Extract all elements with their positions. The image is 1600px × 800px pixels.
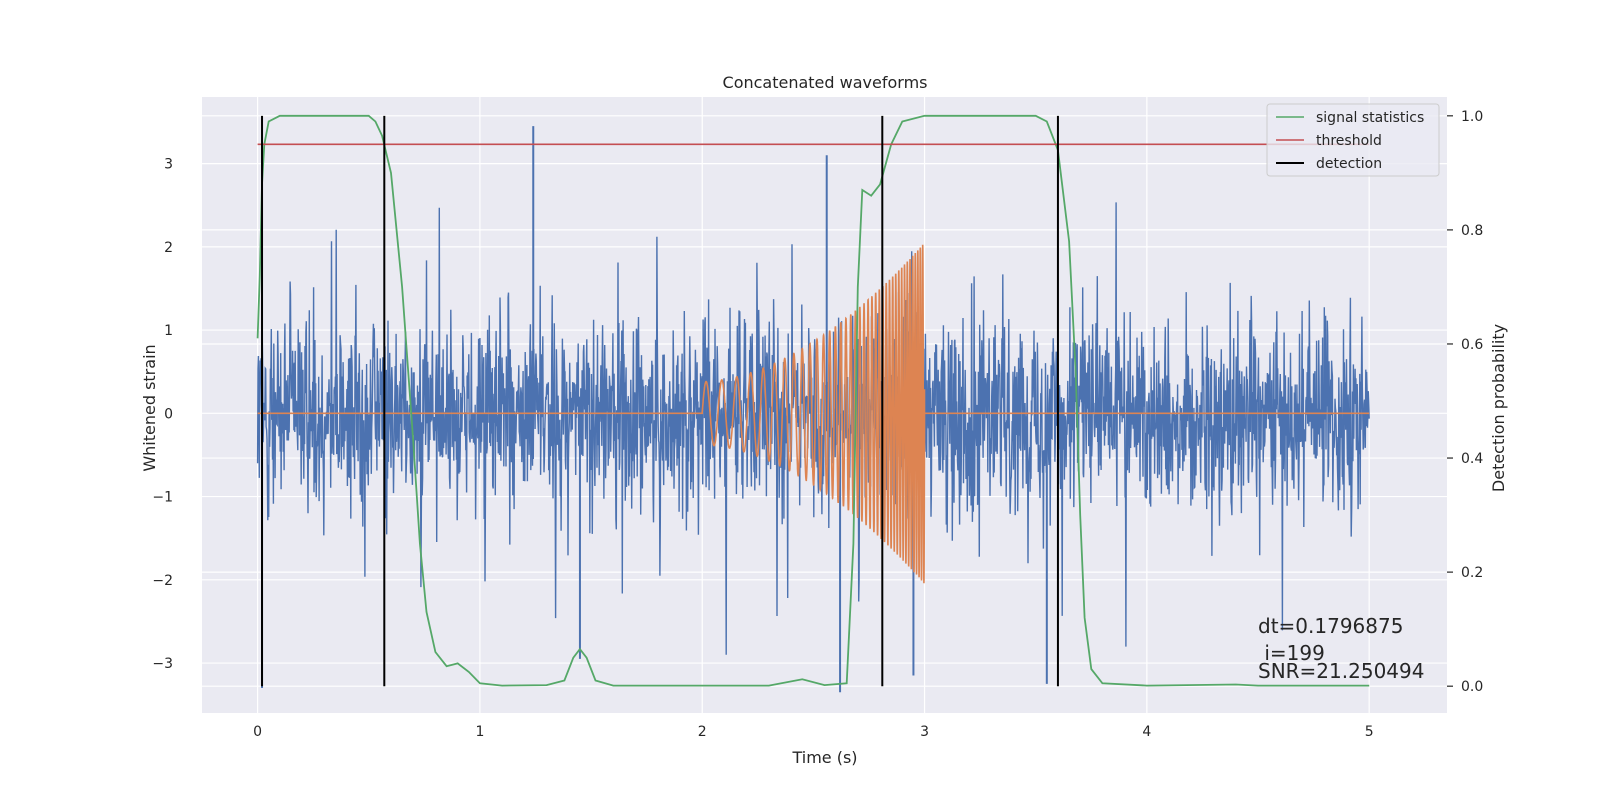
annotation-dt: dt=0.1796875 [1258, 614, 1403, 638]
annotation-index: i=199 [1258, 641, 1325, 665]
axis-ticks: 0 1 2 3 4 5 −3 −2 −1 0 1 2 3 0.0 0.2 0.4 0.6 0.8 1.0 [152, 109, 1483, 740]
annotations: dt=0.1796875 i=199 SNR=21.250494 [1258, 614, 1424, 683]
y2-tick-label-5: 1.0 [1461, 109, 1483, 125]
y2-tick-label-4: 0.8 [1461, 223, 1483, 239]
strain-line [256, 202, 1370, 655]
y2-axis-label: Detection probability [1489, 324, 1508, 492]
y-tick-label-5: 2 [164, 240, 173, 256]
signal-statistics-line [256, 114, 1370, 687]
y-tick-label-0: −3 [152, 656, 173, 672]
x-tick-label-5: 5 [1365, 724, 1374, 740]
x-tick-label-1: 1 [475, 724, 484, 740]
legend-label-detection: detection [1316, 156, 1382, 172]
y-tick-label-6: 3 [164, 157, 173, 173]
y-tick-label-1: −2 [152, 573, 173, 589]
y2-tick-label-1: 0.2 [1461, 565, 1483, 581]
legend: signal statistics threshold detection [1266, 103, 1440, 177]
template-series [257, 244, 1370, 584]
x-axis-label: Time (s) [791, 748, 857, 767]
x-tick-label-0: 0 [253, 724, 262, 740]
legend-label-threshold: threshold [1316, 133, 1382, 149]
x-tick-label-2: 2 [698, 724, 707, 740]
annotation-snr: SNR=21.250494 [1258, 659, 1424, 683]
y2-tick-label-0: 0.0 [1461, 679, 1483, 695]
y-tick-label-2: −1 [152, 490, 173, 506]
y2-tick-label-3: 0.6 [1461, 337, 1483, 353]
template-line [257, 244, 1370, 584]
detection-lines [261, 115, 1059, 687]
signal-statistics-series [256, 114, 1370, 687]
x-tick-label-4: 4 [1142, 724, 1151, 740]
x-tick-label-3: 3 [920, 724, 929, 740]
y2-tick-label-2: 0.4 [1461, 451, 1483, 467]
y-axis-label: Whitened strain [140, 344, 159, 471]
chart-title: Concatenated waveforms [723, 73, 928, 92]
legend-box [1266, 103, 1440, 177]
legend-label-signal-statistics: signal statistics [1316, 110, 1424, 126]
y-tick-label-4: 1 [164, 323, 173, 339]
y-tick-label-3: 0 [164, 406, 173, 422]
